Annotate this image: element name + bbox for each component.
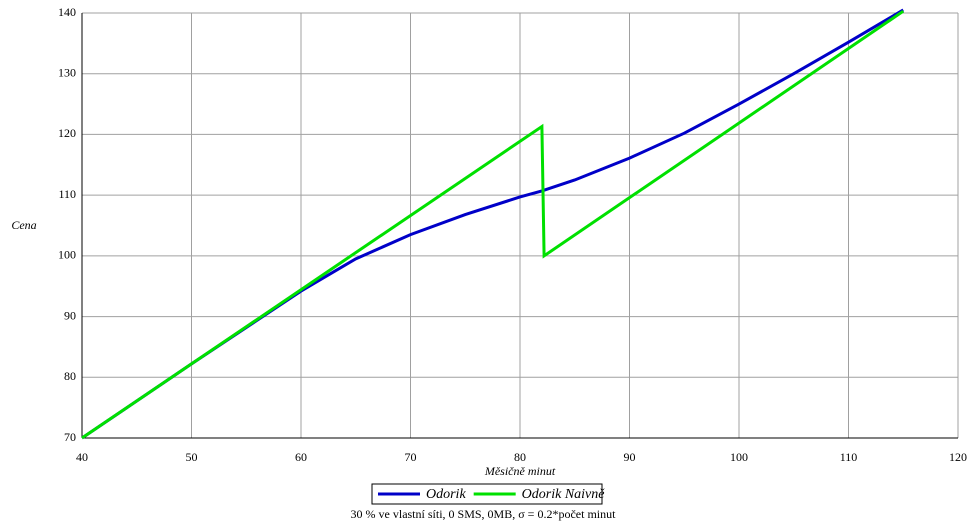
x-tick-label: 80	[514, 450, 526, 464]
y-axis-label: Cena	[11, 218, 36, 232]
y-tick-label: 90	[64, 308, 76, 322]
legend-label: Odorik	[426, 487, 466, 502]
y-tick-label: 130	[58, 65, 76, 79]
x-tick-label: 60	[295, 450, 307, 464]
y-tick-label: 110	[58, 187, 76, 201]
y-tick-label: 100	[58, 248, 76, 262]
series-line	[81, 9, 905, 440]
x-tick-label: 110	[840, 450, 858, 464]
x-tick-label: 90	[624, 450, 636, 464]
x-tick-label: 70	[405, 450, 417, 464]
x-axis-label: Měsičně minut	[484, 464, 556, 478]
y-tick-label: 140	[58, 5, 76, 19]
legend-box	[371, 483, 603, 505]
x-tick-label: 100	[730, 450, 748, 464]
y-tick-label: 80	[64, 369, 76, 383]
x-tick-label: 40	[76, 450, 88, 464]
legend-label: Odorik Naivně	[522, 487, 606, 502]
y-tick-label: 70	[64, 430, 76, 444]
x-tick-label: 50	[186, 450, 198, 464]
y-tick-label: 120	[58, 126, 76, 140]
x-tick-label: 120	[949, 450, 967, 464]
caption: 30 % ve vlastní síti, 0 SMS, 0MB, σ = 0.…	[351, 507, 617, 521]
